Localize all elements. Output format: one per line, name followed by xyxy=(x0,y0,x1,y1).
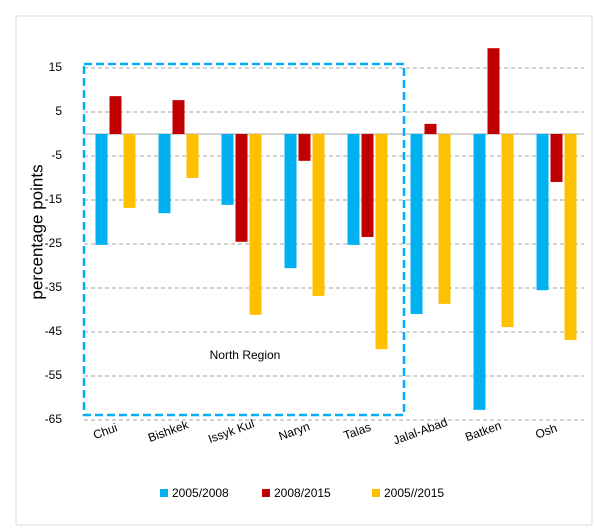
bar xyxy=(298,134,311,161)
y-tick-label: -5 xyxy=(51,148,62,162)
bar xyxy=(375,134,388,350)
region-box xyxy=(82,62,406,417)
bar xyxy=(347,134,360,245)
bar xyxy=(487,48,500,135)
bar xyxy=(95,134,108,245)
annotation: North Region xyxy=(210,348,281,362)
bar xyxy=(550,134,563,182)
bar xyxy=(235,134,248,242)
y-tick-label: 15 xyxy=(49,60,63,74)
legend-swatch xyxy=(262,489,270,497)
bar xyxy=(312,134,325,296)
legend-label: 2005//2015 xyxy=(384,486,444,500)
bar xyxy=(536,134,549,291)
bar xyxy=(410,134,423,314)
bar xyxy=(284,134,297,269)
bar xyxy=(361,134,374,237)
bar xyxy=(438,134,451,304)
y-tick-label: -25 xyxy=(45,236,63,250)
legend-swatch xyxy=(160,489,168,497)
y-tick-label: 5 xyxy=(55,104,62,118)
y-tick-label: -15 xyxy=(45,192,63,206)
y-axis-title: percentage points xyxy=(27,164,46,299)
bar xyxy=(172,100,185,134)
legend-swatch xyxy=(372,489,380,497)
bar xyxy=(158,134,171,214)
bar xyxy=(221,134,234,205)
bar xyxy=(424,123,437,134)
bar xyxy=(564,134,577,340)
bar xyxy=(123,134,136,208)
y-tick-label: -55 xyxy=(45,368,63,382)
y-tick-label: -65 xyxy=(45,412,63,426)
legend-label: 2008/2015 xyxy=(274,486,331,500)
bar xyxy=(473,134,486,410)
y-tick-label: -45 xyxy=(45,324,63,338)
bar xyxy=(109,96,122,134)
legend-label: 2005/2008 xyxy=(172,486,229,500)
bar xyxy=(249,134,262,315)
y-tick-label: -35 xyxy=(45,280,63,294)
bar xyxy=(186,134,199,178)
bar xyxy=(501,134,514,328)
